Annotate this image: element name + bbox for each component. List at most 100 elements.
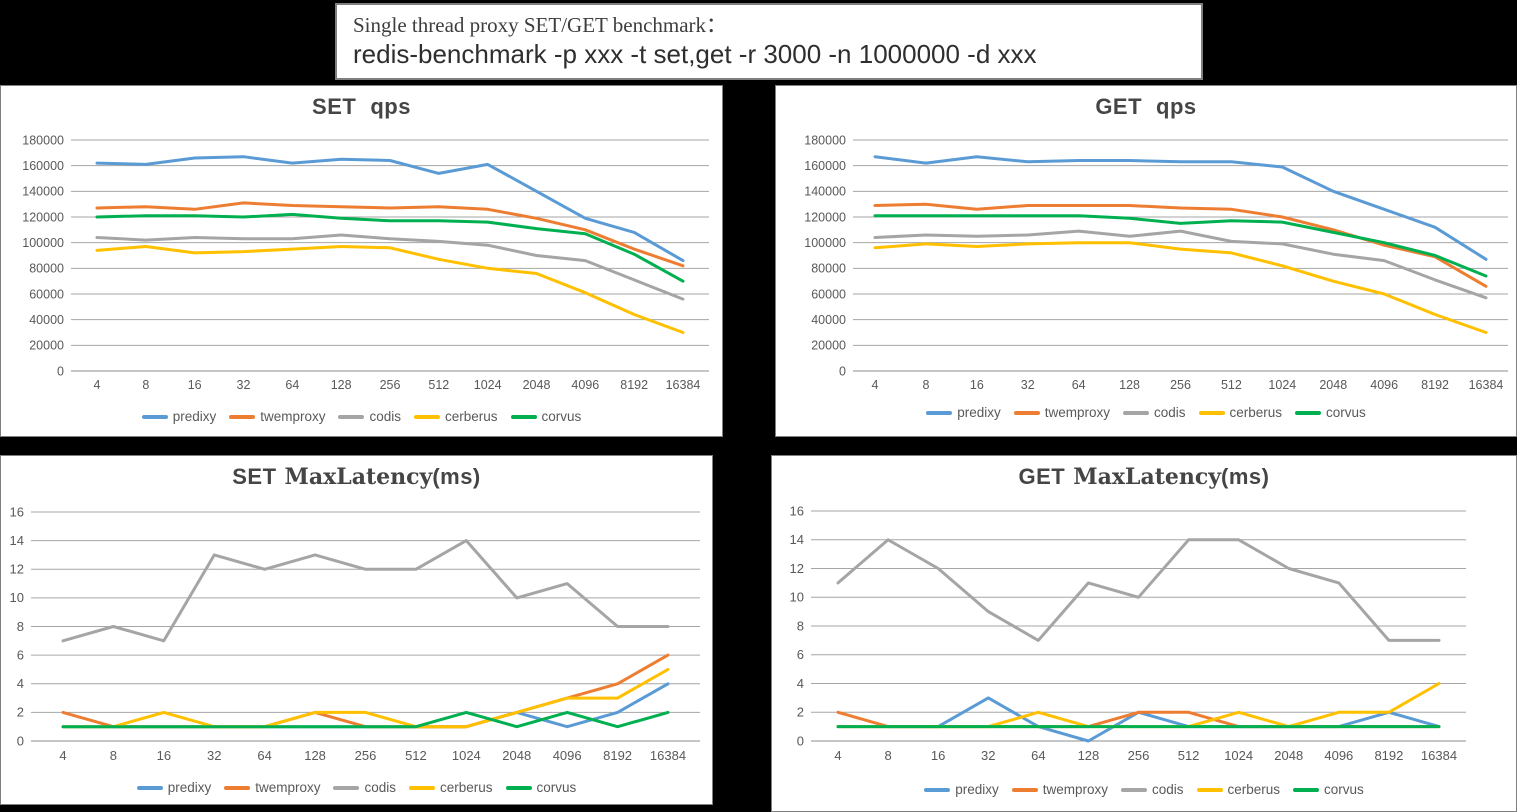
chart-title-tail: (ms) [1221,464,1270,489]
series-line-corvus [95,212,685,283]
y-tick-label: 100000 [804,236,846,250]
series-line-corvus [873,214,1488,278]
x-tick-label: 1024 [1268,378,1296,392]
chart-title-lead: GET [1095,94,1143,119]
y-tick-label: 4 [797,676,804,691]
y-tick-label: 14 [790,532,804,547]
y-tick-label: 140000 [22,185,64,199]
y-tick-label: 40000 [29,313,64,327]
legend-swatch-cerberus [1198,410,1225,415]
y-tick-label: 8 [17,619,24,634]
y-tick-label: 40000 [811,313,846,327]
x-tick-label: 4096 [1324,748,1353,763]
chart-title-get-maxlatency: GET MaxLatency(ms) [772,464,1516,490]
x-tick-label: 16384 [1421,748,1457,763]
y-tick-label: 8 [797,618,804,633]
benchmark-title: Single thread proxy SET/GET benchmark： [353,13,728,37]
legend-label: twemproxy [255,780,321,795]
legend-label: codis [369,409,401,424]
legend-item-corvus: corvus [1295,405,1366,420]
chart-title-mid: MaxLatency [1073,464,1222,490]
legend-swatch-cerberus [414,414,440,419]
legend-item-cerberus: cerberus [414,409,498,424]
x-tick-label: 256 [1170,378,1191,392]
x-tick-label: 512 [1221,378,1242,392]
x-tick-label: 8 [922,378,929,392]
chart-title-lead: SET [312,94,357,119]
x-tick-label: 64 [1072,378,1086,392]
legend-swatch-twemproxy [1013,410,1040,415]
legend-label: twemproxy [1044,405,1110,420]
legend-item-predixy: predixy [924,782,999,797]
series-line-predixy [873,155,1488,261]
legend-item-corvus: corvus [505,780,576,795]
y-tick-label: 0 [797,733,804,748]
x-tick-label: 128 [1119,378,1140,392]
y-tick-label: 10 [10,590,24,605]
x-tick-label: 32 [237,378,251,392]
chart-title-get-qps: GET qps [776,94,1516,120]
series-line-twemproxy [95,201,685,268]
legend-label: codis [1153,405,1186,420]
chart-panel-get-qps: GET qps 0 20000 40000 60000 80000 100000 120000 1… [775,85,1517,437]
legend-swatch-cerberus [409,785,435,790]
x-tick-label: 128 [304,748,326,763]
legend-swatch-codis [1122,410,1149,415]
legend-label: cerberus [1229,405,1283,420]
x-tick-label: 2048 [1319,378,1347,392]
legend-swatch-codis [1120,787,1147,792]
x-tick-label: 4 [834,748,841,763]
legend-item-cerberus: cerberus [1198,405,1283,420]
y-tick-label: 160000 [22,159,64,173]
x-tick-label: 512 [1178,748,1200,763]
series-line-twemproxy [873,202,1488,288]
x-tick-label: 256 [1128,748,1150,763]
legend-item-cerberus: cerberus [1196,782,1280,797]
x-tick-label: 32 [1021,378,1035,392]
y-tick-label: 60000 [811,287,846,301]
plot-area-get-qps: 0 20000 40000 60000 80000 100000 120000 140000 1… [804,133,1508,392]
plot-area-get-maxlatency: 0 2 4 6 8 10 12 14 16 4 8 16 32 64 128 256 512 1024 2048 40… [790,503,1466,763]
y-tick-label: 120000 [22,210,64,224]
legend-label: predixy [167,780,212,795]
legend-swatch-predixy [136,785,163,790]
x-tick-label: 2048 [1274,748,1303,763]
legend-swatch-cerberus [1196,787,1223,792]
plot-area-set-qps: 0 20000 40000 60000 80000 100000 120000 140000 1… [22,133,709,392]
x-tick-label: 256 [355,748,377,763]
chart-title-mid: MaxLatency [284,464,433,490]
legend-swatch-corvus [1295,410,1322,415]
x-tick-label: 128 [1078,748,1100,763]
chart-title-set-maxlatency: SET MaxLatency(ms) [1,464,712,490]
series-line-codis [95,233,685,301]
legend-set-qps: predixy twemproxy codis cerberus corvus [1,409,722,424]
legend-item-codis: codis [1122,405,1186,420]
x-tick-label: 4 [872,378,879,392]
chart-title-tail: qps [370,94,411,119]
legend-item-predixy: predixy [136,780,212,795]
legend-swatch-codis [333,785,360,790]
legend-swatch-corvus [510,414,537,419]
y-tick-label: 140000 [804,185,846,199]
legend-label: cerberus [445,409,498,424]
y-tick-label: 180000 [804,133,846,147]
x-tick-label: 16 [157,748,171,763]
series-line-cerberus [61,667,670,729]
benchmark-command: redis-benchmark -p xxx -t set,get -r 300… [353,39,1037,70]
legend-label: codis [364,780,396,795]
legend-label: codis [1151,782,1184,797]
chart-title-set-qps: SET qps [1,94,722,120]
y-tick-label: 14 [10,533,24,548]
y-tick-label: 160000 [804,159,846,173]
legend-set-maxlatency: predixy twemproxy codis cerberus corvus [1,780,712,795]
legend-label: corvus [1326,405,1366,420]
chart-panel-set-maxlatency: SET MaxLatency(ms) 0 2 4 6 8 10 12 14 16 4 8 16 32 64 12… [0,455,713,805]
series-line-corvus [61,710,670,729]
chart-panel-get-maxlatency: GET MaxLatency(ms) 0 2 4 6 8 10 12 14 16 4 8 16 32 64 12… [771,455,1517,812]
chart-title-lead: SET [232,464,277,489]
legend-item-twemproxy: twemproxy [1011,782,1108,797]
x-tick-label: 16384 [650,748,686,763]
x-tick-label: 16384 [666,378,701,392]
legend-get-qps: predixy twemproxy codis cerberus corvus [776,405,1516,420]
x-tick-label: 16 [931,748,945,763]
